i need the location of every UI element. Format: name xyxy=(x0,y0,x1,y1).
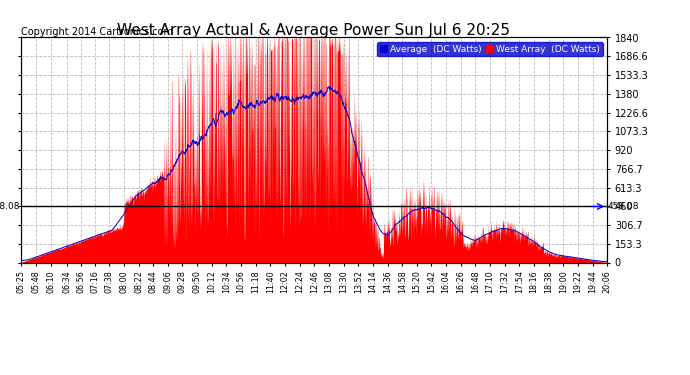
Title: West Array Actual & Average Power Sun Jul 6 20:25: West Array Actual & Average Power Sun Ju… xyxy=(117,22,511,38)
Text: 458.08: 458.08 xyxy=(608,202,640,211)
Legend: Average  (DC Watts), West Array  (DC Watts): Average (DC Watts), West Array (DC Watts… xyxy=(377,42,602,56)
Text: Copyright 2014 Cartronics.com: Copyright 2014 Cartronics.com xyxy=(21,27,173,37)
Text: 458.08: 458.08 xyxy=(0,202,20,211)
